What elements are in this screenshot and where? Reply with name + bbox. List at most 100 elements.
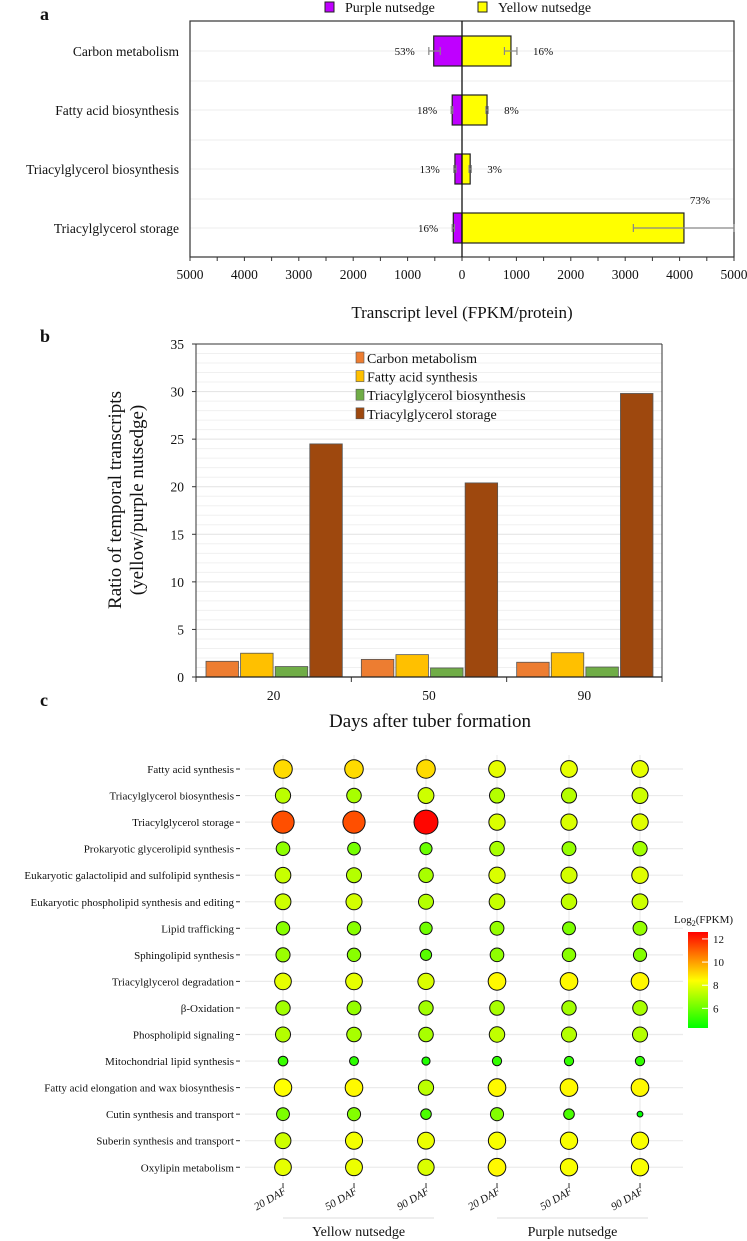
- column-label: 20 DAF: [252, 1185, 289, 1213]
- bubble: [631, 813, 649, 831]
- bubble: [275, 841, 291, 856]
- bubble: [559, 972, 579, 991]
- x-tick-label: 1000: [503, 267, 530, 282]
- y-tick-label: 20: [171, 480, 185, 495]
- legend-label: Carbon metabolism: [367, 352, 477, 367]
- y-tick-label: 30: [171, 385, 185, 400]
- column-label: 20 DAF: [466, 1185, 503, 1213]
- colorbar: [688, 932, 708, 1028]
- bubble: [274, 866, 292, 884]
- bubble: [420, 1108, 432, 1120]
- bar-carbon-metabolism: [516, 661, 550, 678]
- bubble: [345, 867, 363, 884]
- bubble: [418, 1000, 434, 1016]
- bubble: [632, 1000, 648, 1016]
- row-label: β-Oxidation: [181, 1003, 235, 1015]
- bubble: [631, 760, 649, 778]
- bubble: [346, 1026, 362, 1043]
- bubble: [277, 1055, 289, 1067]
- row-label: Lipid trafficking: [161, 923, 234, 935]
- bubble: [345, 972, 363, 991]
- bubble: [631, 787, 649, 804]
- bubble: [560, 813, 578, 831]
- x-tick-label: 3000: [285, 267, 312, 282]
- percent-label: 8%: [504, 105, 519, 117]
- bar-fatty-acid-synthesis: [240, 652, 274, 678]
- row-label: Suberin synthesis and transport: [96, 1136, 234, 1148]
- x-axis-title: Days after tuber formation: [329, 711, 532, 732]
- group-label: Purple nutsedge: [528, 1225, 618, 1240]
- x-tick-label: 2000: [557, 267, 584, 282]
- legend-label: Triacylglycerol biosynthesis: [367, 389, 526, 404]
- bubble: [275, 947, 291, 963]
- bubble: [488, 787, 506, 804]
- legend-swatch: [355, 388, 365, 401]
- bar-carbon-metabolism: [205, 660, 239, 678]
- legend-label: Yellow nutsedge: [498, 1, 591, 16]
- bubble: [631, 1026, 649, 1043]
- bubble: [273, 1078, 293, 1097]
- legend-label: Purple nutsedge: [345, 1, 435, 16]
- x-tick-label: 5000: [177, 267, 204, 282]
- colorbar-tick-label: 6: [713, 1003, 719, 1015]
- column-label: 90 DAF: [609, 1185, 646, 1213]
- y-tick-label: 5: [177, 622, 184, 637]
- bubble: [563, 1055, 575, 1067]
- bubble: [559, 1078, 579, 1097]
- y-axis-title-line2: (yellow/purple nutsedge): [127, 405, 148, 595]
- bubble: [489, 920, 505, 936]
- bubble: [417, 787, 435, 804]
- bubble: [419, 842, 433, 856]
- bubble: [561, 1000, 577, 1016]
- x-tick-label: 90: [578, 688, 592, 703]
- bubble: [560, 893, 578, 910]
- bubble: [488, 813, 506, 831]
- bubble: [418, 1026, 434, 1043]
- bubble: [345, 893, 363, 911]
- row-label: Fatty acid elongation and wax biosynthes…: [44, 1083, 234, 1095]
- bubble: [561, 841, 577, 857]
- x-tick-label: 3000: [612, 267, 639, 282]
- bubble: [559, 1158, 579, 1177]
- x-tick-label: 2000: [340, 267, 367, 282]
- bubble: [488, 893, 506, 911]
- bubble: [487, 972, 507, 991]
- bar-triacylglycerol-biosynthesis: [430, 667, 464, 678]
- bubble: [274, 972, 292, 991]
- colorbar-tick-label: 10: [713, 957, 725, 969]
- colorbar-tick-label: 12: [713, 934, 724, 946]
- colorbar-title-base: Log: [674, 914, 692, 926]
- row-label: Eukaryotic phospholipid synthesis and ed…: [31, 897, 235, 909]
- group-label: Yellow nutsedge: [312, 1225, 405, 1240]
- legend-swatch: [355, 370, 365, 382]
- row-label: Mitochondrial lipid synthesis: [105, 1056, 234, 1068]
- yellow-bar: [461, 35, 512, 67]
- bubble: [632, 920, 648, 936]
- bubble: [344, 759, 364, 779]
- row-label: Cutin synthesis and transport: [106, 1109, 234, 1121]
- y-tick-label: 35: [171, 337, 185, 352]
- bubble: [630, 972, 650, 991]
- bar-fatty-acid-synthesis: [550, 652, 585, 678]
- bubble: [562, 921, 576, 936]
- bubble: [349, 1056, 359, 1067]
- bubble: [631, 893, 649, 911]
- category-label: Triacylglycerol storage: [54, 221, 179, 236]
- bubble: [632, 840, 648, 857]
- bubble: [347, 841, 361, 856]
- percent-label: 18%: [417, 105, 437, 117]
- y-tick-label: 25: [171, 432, 185, 447]
- percent-label: 53%: [395, 46, 415, 58]
- bubble: [489, 1107, 505, 1122]
- percent-label: 73%: [690, 195, 710, 207]
- bubble: [413, 809, 439, 835]
- bubble: [273, 759, 293, 779]
- bar-carbon-metabolism: [360, 658, 395, 678]
- panel-letter-a: a: [40, 4, 49, 24]
- bubble: [417, 1158, 435, 1176]
- percent-label: 16%: [418, 223, 438, 235]
- yellow-bar: [461, 94, 488, 126]
- column-label: 50 DAF: [323, 1185, 360, 1213]
- x-tick-label: 20: [267, 688, 281, 703]
- category-label: Triacylglycerol biosynthesis: [26, 162, 179, 177]
